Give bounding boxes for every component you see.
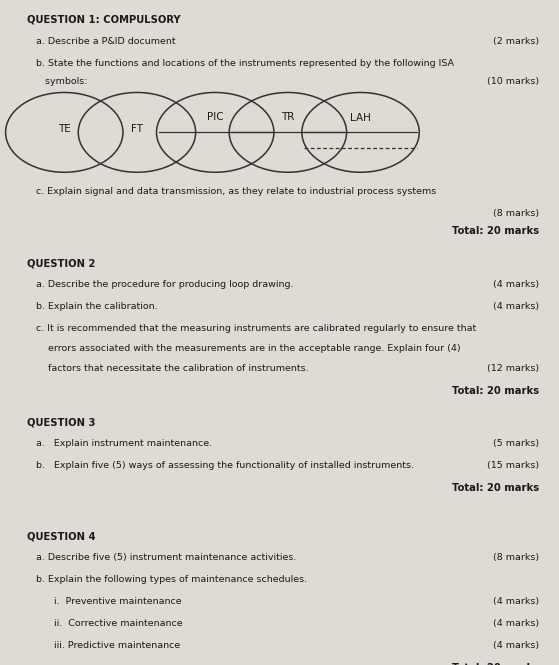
Text: Total: 20 marks: Total: 20 marks [452,663,539,665]
Text: a. Describe a P&ID document: a. Describe a P&ID document [36,37,176,46]
Text: (4 marks): (4 marks) [493,619,539,628]
Text: FT: FT [131,124,143,134]
Text: TE: TE [58,124,70,134]
Text: (5 marks): (5 marks) [493,440,539,448]
Text: (4 marks): (4 marks) [493,302,539,311]
Text: Total: 20 marks: Total: 20 marks [452,386,539,396]
Text: a. Describe the procedure for producing loop drawing.: a. Describe the procedure for producing … [36,280,294,289]
Text: (10 marks): (10 marks) [487,77,539,86]
Text: b.   Explain five (5) ways of assessing the functionality of installed instrumen: b. Explain five (5) ways of assessing th… [36,462,414,470]
Text: i.  Preventive maintenance: i. Preventive maintenance [36,597,182,606]
Text: (12 marks): (12 marks) [487,364,539,372]
Text: a. Describe five (5) instrument maintenance activities.: a. Describe five (5) instrument maintena… [36,553,297,562]
Text: c. Explain signal and data transmission, as they relate to industrial process sy: c. Explain signal and data transmission,… [36,187,437,196]
Text: (4 marks): (4 marks) [493,280,539,289]
Text: QUESTION 2: QUESTION 2 [27,258,95,268]
Text: ii.  Corrective maintenance: ii. Corrective maintenance [36,619,183,628]
Text: b. State the functions and locations of the instruments represented by the follo: b. State the functions and locations of … [36,59,454,68]
Text: (4 marks): (4 marks) [493,597,539,606]
Text: c. It is recommended that the measuring instruments are calibrated regularly to : c. It is recommended that the measuring … [36,324,477,333]
Text: (8 marks): (8 marks) [493,209,539,218]
Text: Total: 20 marks: Total: 20 marks [452,483,539,493]
Text: (2 marks): (2 marks) [493,37,539,46]
Text: symbols:: symbols: [36,77,88,86]
Text: (4 marks): (4 marks) [493,641,539,650]
Text: PIC: PIC [207,112,224,122]
Text: b. Explain the calibration.: b. Explain the calibration. [36,302,158,311]
Text: QUESTION 1: COMPULSORY: QUESTION 1: COMPULSORY [27,15,181,25]
Text: factors that necessitate the calibration of instruments.: factors that necessitate the calibration… [36,364,309,372]
Text: b. Explain the following types of maintenance schedules.: b. Explain the following types of mainte… [36,575,307,584]
Text: errors associated with the measurements are in the acceptable range. Explain fou: errors associated with the measurements … [36,344,461,353]
Text: QUESTION 4: QUESTION 4 [27,531,96,541]
Text: QUESTION 3: QUESTION 3 [27,418,95,428]
Text: TR: TR [281,112,295,122]
Text: Total: 20 marks: Total: 20 marks [452,226,539,236]
Text: LAH: LAH [350,114,371,124]
Text: (15 marks): (15 marks) [487,462,539,470]
Text: iii. Predictive maintenance: iii. Predictive maintenance [36,641,181,650]
Text: a.   Explain instrument maintenance.: a. Explain instrument maintenance. [36,440,212,448]
Text: (8 marks): (8 marks) [493,553,539,562]
